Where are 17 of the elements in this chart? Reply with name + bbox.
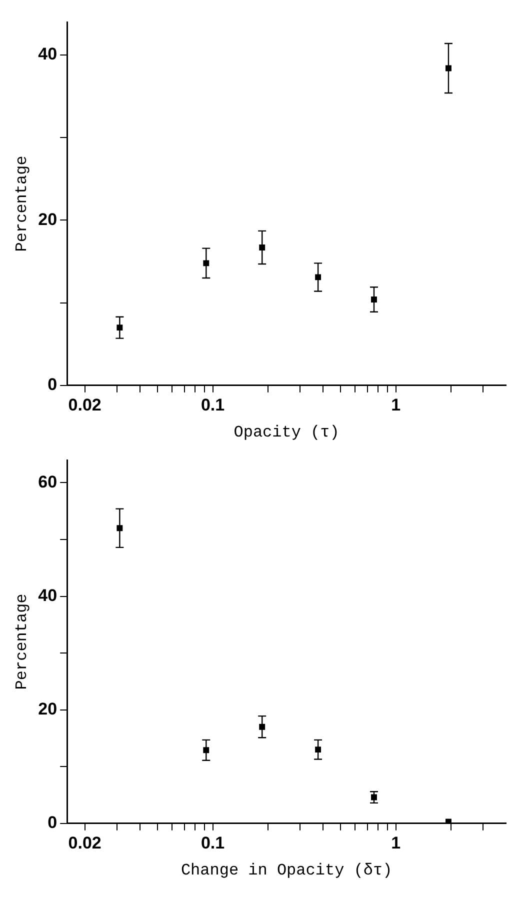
y-tick-label: 0 bbox=[48, 813, 58, 832]
x-tick-label: 1 bbox=[391, 395, 401, 414]
y-tick-label: 40 bbox=[38, 44, 58, 64]
x-tick-label: 1 bbox=[391, 833, 401, 852]
y-tick-label: 60 bbox=[38, 472, 58, 492]
y-tick-label: 20 bbox=[38, 700, 58, 719]
y-axis-title: Percentage bbox=[12, 594, 31, 690]
x-tick-label: 0.1 bbox=[200, 395, 225, 414]
y-axis-title: Percentage bbox=[12, 156, 31, 252]
x-tick-label: 0.02 bbox=[68, 833, 102, 852]
y-tick-label: 40 bbox=[38, 586, 58, 605]
x-tick-label: 0.02 bbox=[68, 395, 102, 414]
x-tick-label: 0.1 bbox=[200, 833, 225, 852]
y-tick-label: 0 bbox=[48, 375, 58, 394]
y-tick-label: 20 bbox=[38, 210, 58, 229]
x-axis-title: Opacity (τ) bbox=[234, 424, 340, 442]
x-axis-title: Change in Opacity (δτ) bbox=[180, 862, 392, 880]
